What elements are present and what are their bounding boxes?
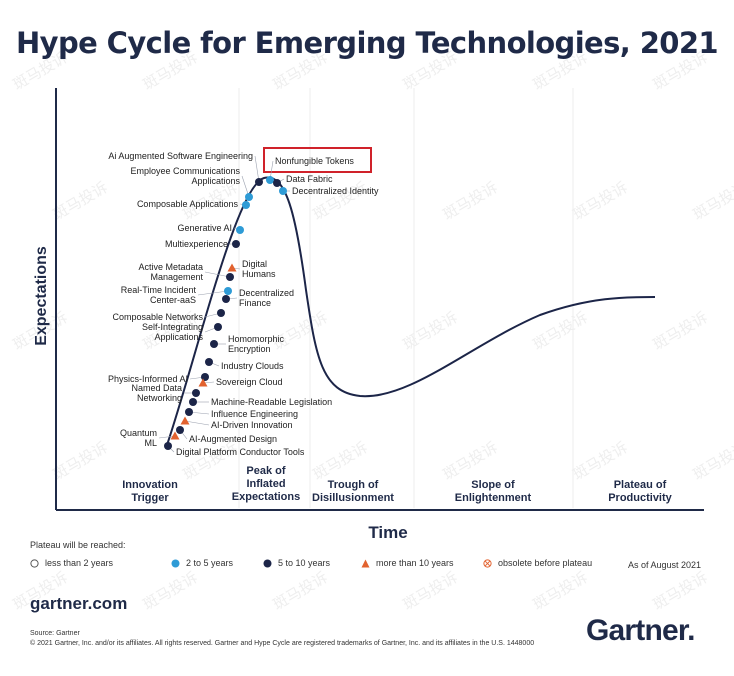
marker-physics-informed-ai xyxy=(201,373,209,381)
legend-title: Plateau will be reached: xyxy=(30,540,126,550)
hollow-circle-icon xyxy=(30,558,39,568)
label-composable-networks: Composable Networks xyxy=(112,312,203,322)
blue-circle-icon xyxy=(171,559,180,568)
marker-ai-augmented-design xyxy=(176,426,184,434)
label-ai-driven-innovation: AI-Driven Innovation xyxy=(211,420,293,430)
marker-nonfungible-tokens xyxy=(266,176,274,184)
legend-item-obsolete: obsolete before plateau xyxy=(483,558,592,568)
label-named-data-networking: Named Data Networking xyxy=(131,383,182,403)
as-of-date: As of August 2021 xyxy=(628,560,702,570)
logo-dot: . xyxy=(687,614,695,647)
label-decentralized-identity: Decentralized Identity xyxy=(292,186,379,196)
phase-label: Slope of Enlightenment xyxy=(455,479,532,504)
legend-label: 5 to 10 years xyxy=(278,558,331,568)
legend-label: less than 2 years xyxy=(45,558,114,568)
marker-decentralized-finance xyxy=(222,295,230,303)
legend-item-less-than-2: less than 2 years xyxy=(30,558,113,568)
phase-label: Trough of Disillusionment xyxy=(312,479,394,504)
label-quantum-ml: Quantum ML xyxy=(120,428,157,448)
marker-real-time-incident-center-aas xyxy=(224,287,232,295)
label-composable-applications: Composable Applications xyxy=(137,199,239,209)
label-active-metadata-management: Active Metadata Management xyxy=(138,262,203,282)
marker-decentralized-identity xyxy=(279,187,287,195)
copyright-note: © 2021 Gartner, Inc. and/or its affiliat… xyxy=(30,640,535,647)
label-decentralized-finance: Decentralized Finance xyxy=(239,288,294,308)
marker-homomorphic-encryption xyxy=(210,340,218,348)
label-sovereign-cloud: Sovereign Cloud xyxy=(216,377,283,387)
marker-quantum-ml xyxy=(170,431,180,440)
leader-ai-driven-innovation xyxy=(184,420,210,426)
marker-ai-driven-innovation xyxy=(180,416,190,425)
label-digital-humans: Digital Humans xyxy=(242,259,276,279)
phase-label: Peak of Inflated Expectations xyxy=(232,465,300,503)
phase-dividers xyxy=(238,88,574,508)
legend-label: 2 to 5 years xyxy=(186,558,234,568)
label-generative-ai: Generative AI xyxy=(177,223,232,233)
legend-label: obsolete before plateau xyxy=(498,558,593,568)
leader-ai-augmented-software-engineering xyxy=(254,155,260,183)
legend-item-2-to-5: 2 to 5 years xyxy=(171,558,233,568)
label-ai-augmented-design: AI-Augmented Design xyxy=(189,434,277,444)
marker-digital-platform-conductor-tools xyxy=(164,442,172,450)
y-axis-label: Expectations xyxy=(33,246,50,346)
marker-composable-applications xyxy=(242,201,250,209)
marker-named-data-networking xyxy=(192,389,200,397)
leader-real-time-incident-center-aas xyxy=(197,290,229,296)
legend-label: more than 10 years xyxy=(376,558,454,568)
marker-data-fabric xyxy=(273,179,281,187)
logo-text: Gartner xyxy=(586,614,688,647)
marker-multiexperience xyxy=(232,240,240,248)
marker-machine-readable-legislation xyxy=(189,398,197,406)
crossed-circle-icon xyxy=(483,558,492,568)
page-title: Hype Cycle for Emerging Technologies, 20… xyxy=(15,26,719,60)
source-note: Source: Gartner xyxy=(30,630,80,637)
orange-triangle-icon xyxy=(361,559,370,568)
highlight-box xyxy=(263,147,372,173)
label-employee-communications-applications: Employee Communications Applications xyxy=(130,166,240,186)
x-axis-label: Time xyxy=(368,523,407,542)
marker-active-metadata-management xyxy=(226,273,234,281)
label-physics-informed-ai: Physics-Informed AI xyxy=(108,374,188,384)
marker-generative-ai xyxy=(236,226,244,234)
phase-labels: Innovation Trigger Peak of Inflated Expectat… xyxy=(122,465,672,504)
marker-self-integrating-applications xyxy=(214,323,222,331)
label-self-integrating-applications: Self-Integrating Applications xyxy=(142,322,204,342)
label-homomorphic-encryption: Homomorphic Encryption xyxy=(228,334,285,354)
label-industry-clouds: Industry Clouds xyxy=(221,361,284,371)
hype-curve xyxy=(165,176,656,449)
phase-label: Innovation Trigger xyxy=(122,479,178,504)
label-machine-readable-legislation: Machine-Readable Legislation xyxy=(211,397,332,407)
legend: less than 2 years 2 to 5 years 5 to 10 y… xyxy=(30,558,710,574)
legend-item-more-than-10: more than 10 years xyxy=(361,558,454,568)
label-real-time-incident-center-aas: Real-Time Incident Center-aaS xyxy=(121,285,197,305)
marker-industry-clouds xyxy=(205,358,213,366)
label-data-fabric: Data Fabric xyxy=(286,174,333,184)
label-digital-platform-conductor-tools: Digital Platform Conductor Tools xyxy=(176,447,305,457)
legend-item-5-to-10: 5 to 10 years xyxy=(263,558,330,568)
gartner-logo: Gartner. xyxy=(586,614,695,648)
marker-digital-humans xyxy=(227,263,237,272)
marker-sovereign-cloud xyxy=(198,378,208,387)
website-link[interactable]: gartner.com xyxy=(30,594,128,613)
label-nonfungible-tokens: Nonfungible Tokens xyxy=(275,156,354,166)
label-ai-augmented-software-engineering: Ai Augmented Software Engineering xyxy=(108,151,253,161)
marker-ai-augmented-software-engineering xyxy=(255,178,263,186)
navy-circle-icon xyxy=(263,559,272,568)
marker-influence-engineering xyxy=(185,408,193,416)
technology-markers xyxy=(164,176,287,450)
technology-labels: Ai Augmented Software Engineering Nonfung… xyxy=(108,151,379,457)
marker-composable-networks xyxy=(217,309,225,317)
marker-employee-communications-applications xyxy=(245,193,253,201)
label-influence-engineering: Influence Engineering xyxy=(211,409,298,419)
leader-active-metadata-management xyxy=(204,271,231,278)
label-multiexperience: Multiexperience xyxy=(165,239,228,249)
phase-label: Plateau of Productivity xyxy=(608,479,672,504)
